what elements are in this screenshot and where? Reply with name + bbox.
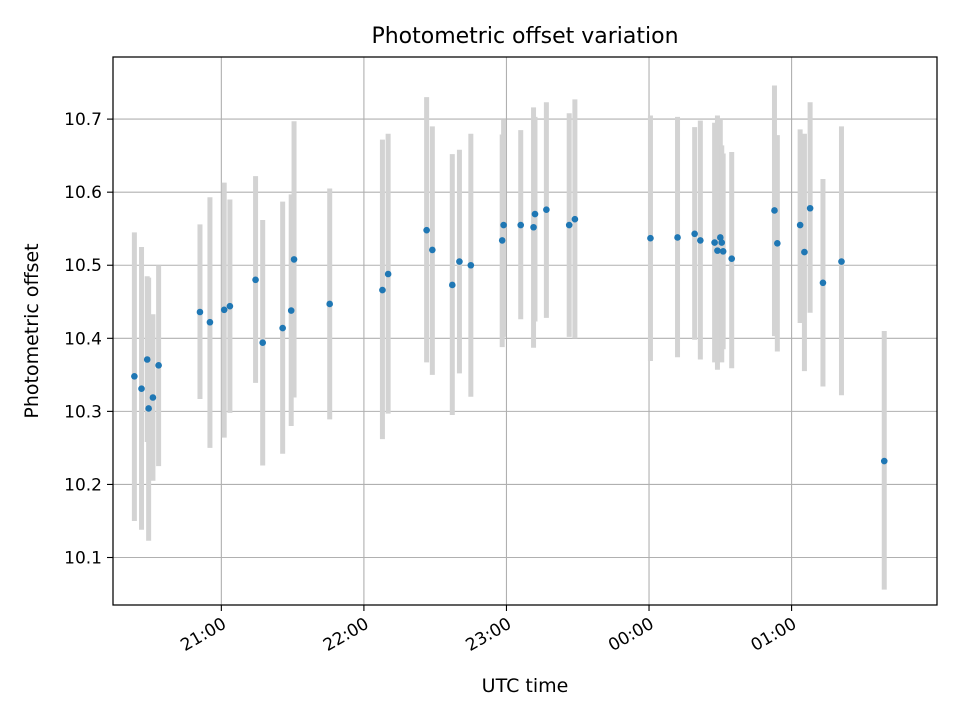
data-point xyxy=(806,204,814,212)
data-point xyxy=(838,258,845,265)
x-axis: 21:00 22:00 23:00 00:00 01:00 xyxy=(177,605,800,656)
data-point xyxy=(226,302,234,310)
data-point xyxy=(691,230,698,238)
data-points xyxy=(131,204,888,465)
grid xyxy=(113,57,937,605)
y-tick-label: 10.3 xyxy=(64,402,102,422)
plot-frame xyxy=(112,56,938,606)
error-bars xyxy=(131,85,887,590)
x-axis-label: UTC time xyxy=(482,675,569,697)
data-point xyxy=(647,234,654,242)
data-point xyxy=(279,324,286,332)
data-point xyxy=(145,405,152,412)
data-point xyxy=(131,373,138,380)
data-point xyxy=(384,270,392,278)
data-point xyxy=(774,240,781,247)
data-point xyxy=(220,306,228,314)
data-point xyxy=(718,239,726,246)
data-point xyxy=(287,307,295,314)
x-tick-label: 21:00 xyxy=(177,614,229,656)
data-point xyxy=(456,258,463,265)
data-point xyxy=(252,276,259,284)
data-point xyxy=(717,234,724,241)
y-axis-label: Photometric offset xyxy=(21,243,43,418)
x-tick-label: 01:00 xyxy=(748,614,800,656)
data-point xyxy=(543,206,550,214)
data-point xyxy=(423,226,430,234)
data-point xyxy=(565,221,573,229)
data-point xyxy=(880,457,888,465)
chart-title: Photometric offset variation xyxy=(371,24,678,49)
data-point xyxy=(674,234,681,241)
data-point xyxy=(448,281,456,289)
data-point xyxy=(259,339,266,346)
data-point xyxy=(149,394,157,401)
data-point xyxy=(379,286,386,294)
data-point xyxy=(719,248,727,255)
data-point xyxy=(290,256,298,263)
data-point xyxy=(196,308,204,316)
data-point xyxy=(498,237,506,244)
data-point xyxy=(771,207,778,214)
x-tick-label: 23:00 xyxy=(463,614,515,656)
data-point xyxy=(530,223,537,231)
data-point xyxy=(819,279,827,287)
data-point xyxy=(326,300,333,308)
y-tick-label: 10.1 xyxy=(64,549,102,569)
data-point xyxy=(571,215,579,223)
data-point xyxy=(796,221,804,229)
y-tick-label: 10.4 xyxy=(64,329,102,349)
data-point xyxy=(206,318,214,326)
y-tick-label: 10.2 xyxy=(64,475,102,495)
data-point xyxy=(138,385,145,393)
data-point xyxy=(531,210,539,218)
y-axis: 10.1 10.2 10.3 10.4 10.5 10.6 10.7 xyxy=(64,110,113,569)
y-tick-label: 10.6 xyxy=(64,183,102,203)
y-tick-label: 10.5 xyxy=(64,256,102,276)
data-point xyxy=(500,221,507,229)
y-tick-label: 10.7 xyxy=(64,110,102,130)
data-point xyxy=(697,237,704,244)
data-point xyxy=(728,255,736,262)
data-point xyxy=(801,248,808,256)
data-point xyxy=(517,221,525,229)
data-point xyxy=(429,246,436,254)
x-tick-label: 00:00 xyxy=(605,614,657,656)
data-point xyxy=(143,356,151,363)
x-tick-label: 22:00 xyxy=(320,614,372,656)
data-point xyxy=(714,247,721,254)
data-point xyxy=(467,261,475,269)
data-point xyxy=(711,239,718,246)
data-point xyxy=(155,362,162,369)
